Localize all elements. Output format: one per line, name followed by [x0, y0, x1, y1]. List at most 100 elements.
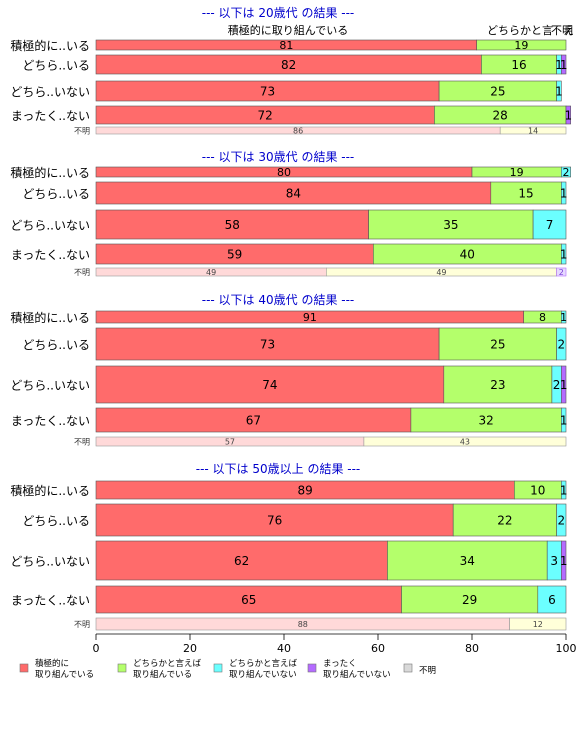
data-label: 1: [560, 311, 567, 324]
data-label: 59: [227, 248, 242, 262]
data-label: 89: [298, 484, 313, 498]
data-label: 76: [267, 514, 282, 528]
bar-segment: [556, 80, 562, 102]
bar-segment: [95, 585, 402, 614]
data-label: 35: [443, 218, 458, 232]
data-label: 1: [560, 58, 568, 72]
data-label: 1: [560, 554, 568, 568]
legend-label: 不明: [419, 666, 436, 676]
data-label: 1: [555, 85, 563, 99]
bar-segment: [452, 503, 557, 537]
x-tick-label: 80: [465, 642, 479, 655]
legend-label: どちらかと言えば取り組んでいない: [229, 658, 298, 680]
data-label: 19: [510, 166, 524, 179]
data-label: 91: [303, 311, 317, 324]
bar-segment: [560, 480, 567, 500]
row-label: どちら..いない: [10, 85, 90, 99]
bar-segment: [560, 166, 571, 178]
top-series-label: どちらかと言: [487, 24, 553, 37]
row-label: まったく..ない: [11, 109, 90, 123]
data-label: 62: [234, 554, 249, 568]
bar-segment: [560, 243, 567, 265]
row-label: 積極的に..いる: [10, 310, 90, 325]
data-label: 2: [553, 378, 561, 392]
data-label: 1: [560, 187, 568, 201]
x-tick-label: 20: [183, 642, 197, 655]
bar-segment: [565, 105, 571, 125]
data-label: 73: [260, 338, 275, 352]
bar-segment: [95, 365, 445, 404]
bar-segment: [95, 407, 412, 433]
legend-label: まったく取り組んでいない: [323, 659, 391, 680]
data-label: 1: [565, 109, 573, 123]
fumei-row-label: 不明: [74, 620, 90, 629]
fumei-data-label: 88: [298, 620, 308, 629]
bar-segment: [95, 503, 454, 537]
data-label: 3: [550, 554, 558, 568]
bar-segment: [443, 365, 553, 404]
row-label: 積極的に..いる: [10, 165, 90, 180]
fumei-row-label: 不明: [74, 127, 90, 136]
bar-segment: [410, 407, 562, 433]
data-label: 8: [539, 311, 546, 324]
row-label: どちら..いない: [10, 219, 90, 233]
row-label: どちら..いる: [22, 338, 90, 352]
data-label: 6: [548, 593, 556, 607]
data-label: 1: [560, 248, 568, 262]
fumei-row-label: 不明: [74, 268, 90, 277]
panel-title: --- 以下は 30歳代 の結果 ---: [202, 150, 355, 164]
fumei-segment: [509, 617, 567, 631]
bar-segment: [368, 209, 534, 240]
panel-title: --- 以下は 20歳代 の結果 ---: [202, 6, 355, 20]
x-tick-label: 100: [556, 642, 577, 655]
row-label: 積極的に..いる: [10, 38, 90, 53]
legend-swatch: [117, 663, 127, 673]
bar-segment: [560, 181, 567, 205]
data-label: 67: [246, 414, 261, 428]
fumei-segment: [499, 126, 567, 135]
data-label: 1: [555, 58, 563, 72]
row-label: どちら..いる: [22, 514, 90, 528]
data-label: 82: [281, 58, 296, 72]
x-tick-label: 40: [277, 642, 291, 655]
row-label: 積極的に..いる: [10, 483, 90, 498]
data-label: 81: [279, 39, 293, 52]
row-label: まったく..ない: [11, 414, 90, 428]
row-label: どちら..いる: [22, 187, 90, 201]
data-label: 23: [490, 378, 505, 392]
data-label: 10: [530, 484, 545, 498]
data-label: 65: [241, 593, 256, 607]
data-label: 25: [490, 338, 505, 352]
data-label: 73: [260, 85, 275, 99]
data-label: 34: [460, 554, 475, 568]
data-label: 7: [546, 218, 554, 232]
row-label: まったく..ない: [11, 594, 90, 608]
bar-segment: [95, 327, 440, 361]
bar-segment: [560, 54, 567, 75]
bar-segment: [560, 310, 567, 324]
data-label: 1: [560, 414, 568, 428]
row-label: どちら..いる: [22, 59, 90, 73]
data-label: 1: [560, 378, 568, 392]
top-series-label: 積極的に取り組んでいる: [228, 23, 348, 37]
row-label: どちら..いない: [10, 555, 90, 569]
bar-segment: [438, 327, 557, 361]
data-label: 84: [286, 187, 301, 201]
legend-swatch: [307, 663, 317, 673]
bar-segment: [560, 540, 567, 581]
bar-segment: [95, 540, 388, 581]
legend-label: どちらかと言えば取り組んでいる: [133, 658, 202, 680]
data-label: 19: [514, 39, 528, 52]
fumei-data-label: 43: [460, 438, 470, 447]
fumei-data-label: 49: [206, 268, 216, 277]
x-tick-label: 60: [371, 642, 385, 655]
data-label: 1: [560, 484, 568, 498]
data-label: 2: [557, 514, 565, 528]
data-label: 16: [511, 58, 526, 72]
fumei-data-label: 14: [528, 127, 538, 136]
fumei-data-label: 57: [225, 438, 235, 447]
bar-segment: [401, 585, 539, 614]
data-label: 2: [563, 166, 570, 179]
fumei-segment: [363, 436, 567, 447]
